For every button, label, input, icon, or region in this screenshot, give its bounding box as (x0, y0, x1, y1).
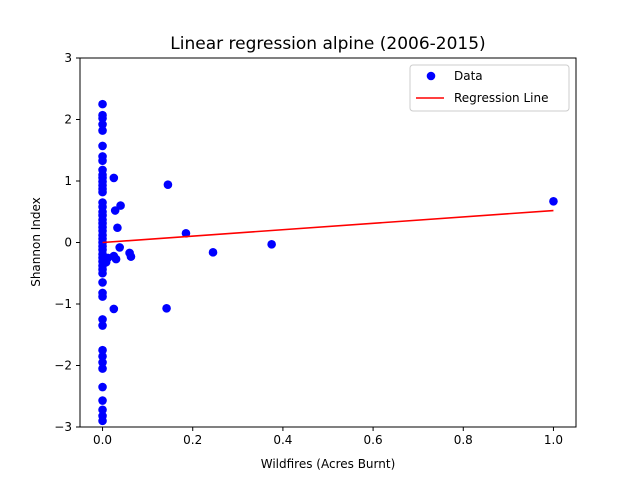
legend: Data Regression Line (409, 64, 570, 112)
y-tick-label: 3 (64, 51, 72, 65)
x-tick-label: 0.2 (183, 433, 202, 447)
x-tick-label: 1.0 (544, 433, 563, 447)
x-tick-label: 0.8 (454, 433, 473, 447)
data-point (98, 351, 107, 361)
y-tick-label: 2 (64, 113, 72, 127)
data-point (267, 240, 276, 249)
data-point (208, 248, 218, 257)
data-point (115, 243, 124, 252)
data-point (126, 252, 136, 261)
data-point (98, 126, 107, 135)
y-tick-label: 1 (64, 174, 72, 188)
y-axis-label: Shannon Index (29, 197, 43, 287)
y-tick-label: −2 (54, 359, 72, 373)
data-point (98, 113, 107, 123)
x-axis: 0.0 0.2 0.4 0.6 0.8 1.0 (93, 427, 563, 447)
data-point (116, 201, 125, 210)
data-point (111, 254, 121, 264)
data-point (162, 304, 171, 313)
y-tick-label: −1 (54, 297, 72, 311)
data-point (98, 292, 107, 301)
data-point (98, 358, 107, 367)
legend-box (409, 64, 570, 112)
data-point (98, 99, 107, 109)
legend-label-regression: Regression Line (454, 91, 548, 105)
data-point (98, 321, 107, 330)
data-point (98, 120, 107, 129)
y-axis: −3 −2 −1 0 1 2 3 (54, 51, 80, 434)
data-point (98, 416, 107, 426)
data-point (109, 304, 119, 314)
data-point (549, 196, 558, 206)
legend-label-data: Data (454, 69, 483, 83)
data-point (163, 180, 173, 189)
plot-area (79, 57, 577, 428)
data-point (98, 278, 107, 287)
legend-marker-data (426, 71, 436, 81)
data-point (98, 187, 107, 197)
x-tick-label: 0.0 (93, 433, 112, 447)
data-point (109, 173, 119, 183)
data-point (98, 405, 107, 415)
data-point (98, 156, 107, 166)
data-point (98, 364, 107, 373)
x-tick-label: 0.4 (273, 433, 292, 447)
y-tick-label: 0 (64, 236, 72, 250)
data-point (98, 396, 107, 405)
data-point (98, 268, 107, 278)
data-point (181, 228, 191, 238)
data-point (98, 382, 107, 392)
x-axis-label: Wildfires (Acres Burnt) (261, 457, 396, 471)
data-point (98, 345, 107, 355)
data-point (98, 315, 107, 324)
data-point (113, 223, 122, 233)
data-point (98, 141, 107, 151)
regression-line (102, 209, 554, 244)
x-tick-label: 0.6 (364, 433, 383, 447)
y-tick-label: −3 (54, 420, 72, 434)
chart-title: Linear regression alpine (2006-2015) (170, 34, 485, 54)
